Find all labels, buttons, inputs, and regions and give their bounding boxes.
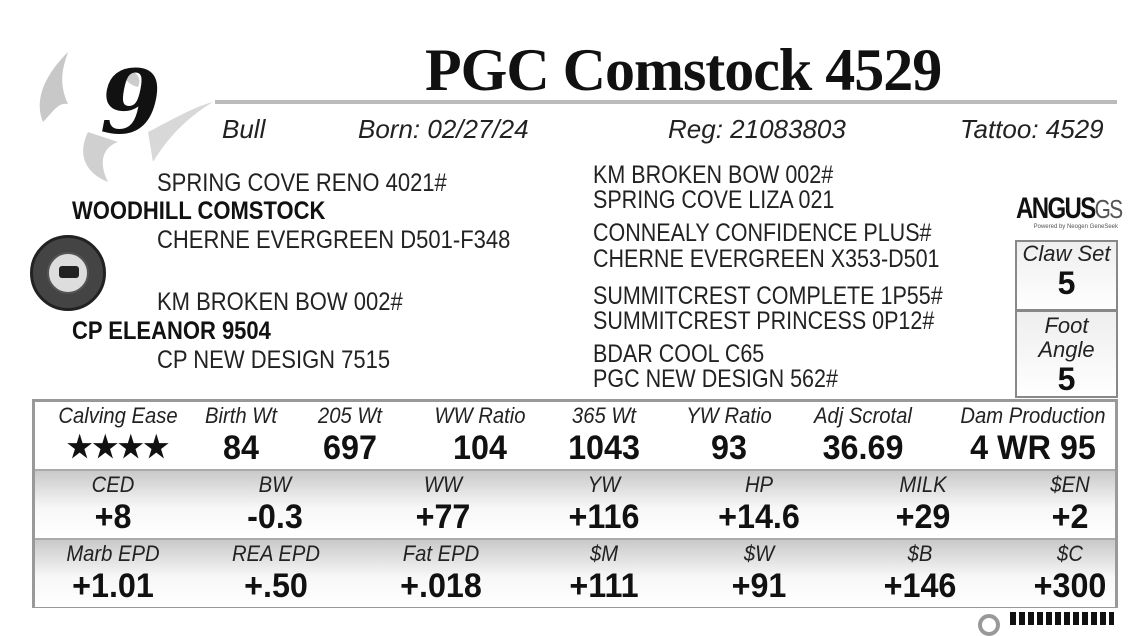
epd-yw: YW +116 [568,472,640,536]
sire-dam: CHERNE EVERGREEN D501-F348 [157,226,511,254]
pedigree-ancestor: CHERNE EVERGREEN X353-D501 [593,245,940,273]
pedigree-ancestor: PGC NEW DESIGN 562# [593,365,838,393]
dam-production: Dam Production 4 WR 95 [960,403,1106,467]
index-b: $B +146 [883,541,957,605]
epd-fat: Fat EPD +.018 [400,541,482,605]
claw-set-box: Claw Set 5 [1015,240,1118,311]
epd-bw: BW -0.3 [247,472,303,536]
angus-gs-logo: ANGUSGS Powered by Neogen GeneSeek [1016,192,1123,231]
animal-name-title: PGC Comstock 4529 [425,37,942,103]
certification-seal-icon [30,235,106,311]
epd-ww: WW +77 [415,472,471,536]
epd-ced: CED +8 [91,472,135,536]
foot-angle-value: 5 [1057,361,1076,397]
epd-rea: REA EPD +.50 [231,541,321,605]
claw-set-value: 5 [1057,265,1076,301]
calving-ease: Calving Ease ★★★★ [58,403,178,464]
dam-sire: KM BROKEN BOW 002# [157,288,403,316]
birth-date: Born: 02/27/24 [358,114,529,144]
foot-angle-label: Foot Angle [1038,313,1095,362]
lot-number: 9 [100,50,162,154]
pedigree-ancestor: SUMMITCREST PRINCESS 0P12# [593,307,935,335]
adj-scrotal: Adj Scrotal 36.69 [814,403,912,467]
index-c: $C +300 [1033,541,1107,605]
epd-hp: HP +14.6 [718,472,800,536]
epd-milk: MILK +29 [895,472,951,536]
epd-row: CED +8 BW -0.3 WW +77 YW +116 HP +14.6 MILK +2… [35,469,1115,538]
tattoo: Tattoo: 4529 [960,114,1104,144]
pedigree-ancestor: CONNEALY CONFIDENCE PLUS# [593,219,932,247]
yw-ratio: YW Ratio 93 [686,403,772,467]
claw-set-label: Claw Set [1022,241,1111,266]
sire-sire: SPRING COVE RENO 4021# [157,169,447,197]
title-divider [215,100,1117,104]
index-w: $W +91 [731,541,787,605]
registration-number: Reg: 21083803 [668,114,846,144]
epd-marb: Marb EPD +1.01 [66,541,160,605]
birth-weight: Birth Wt 84 [205,403,277,467]
ww-ratio: WW Ratio 104 [434,403,526,467]
sire: WOODHILL COMSTOCK [72,197,326,225]
yearling-weight-365: 365 Wt 1043 [568,403,640,467]
pedigree-ancestor: BDAR COOL C65 [593,340,765,368]
dam: CP ELEANOR 9504 [72,317,271,345]
qr-code-icon[interactable] [1010,612,1114,625]
index-m: $M +111 [569,541,639,605]
carcass-row: Marb EPD +1.01 REA EPD +.50 Fat EPD +.018 $… [35,538,1115,607]
foot-angle-box: Foot Angle 5 [1015,310,1118,398]
performance-table: Calving Ease ★★★★ Birth Wt 84 205 Wt 697 WW… [32,399,1118,608]
bull-head-watermark-icon [39,52,213,182]
pedigree-ancestor: KM BROKEN BOW 002# [593,161,834,189]
pedigree-ancestor: SUMMITCREST COMPLETE 1P55# [593,282,943,310]
pedigree-ancestor: SPRING COVE LIZA 021 [593,186,835,214]
performance-row: Calving Ease ★★★★ Birth Wt 84 205 Wt 697 WW… [35,402,1115,471]
location-pin-icon [978,614,1000,636]
sex: Bull [222,114,266,144]
weaning-weight-205: 205 Wt 697 [317,403,383,467]
epd-en: $EN +2 [1050,472,1090,536]
dam-dam: CP NEW DESIGN 7515 [157,346,391,374]
